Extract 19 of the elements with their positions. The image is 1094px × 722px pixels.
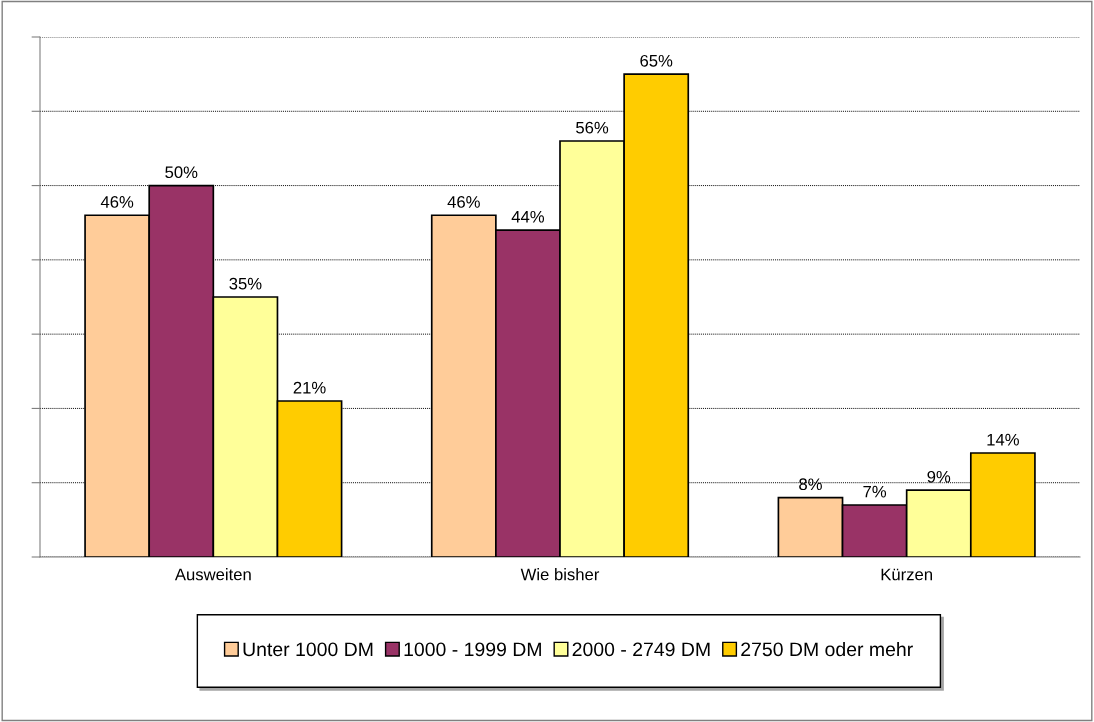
data-label: 46% [100,196,134,208]
x-tick-label: Kürzen [881,568,932,581]
data-label: 56% [576,121,609,134]
legend-label: 2750 DM oder mehr [741,641,913,657]
data-label: 46% [447,196,480,208]
legend-label: 2000 - 2749 DM [572,642,710,657]
x-tick-label: Ausweiten [174,568,251,581]
data-label: 65% [640,54,673,67]
data-label: 7% [863,485,887,498]
data-label: 35% [229,277,262,290]
legend-label: Unter 1000 DM [243,642,373,657]
data-label: 8% [799,478,822,491]
data-label: 21% [293,381,326,394]
legend-label: 1000 - 1999 DM [404,642,541,657]
x-tick-label: Wie bisher [520,568,600,581]
data-label: 9% [927,470,951,483]
data-label: 44% [511,210,545,223]
data-label: 14% [987,433,1019,446]
data-label: 50% [165,166,198,179]
